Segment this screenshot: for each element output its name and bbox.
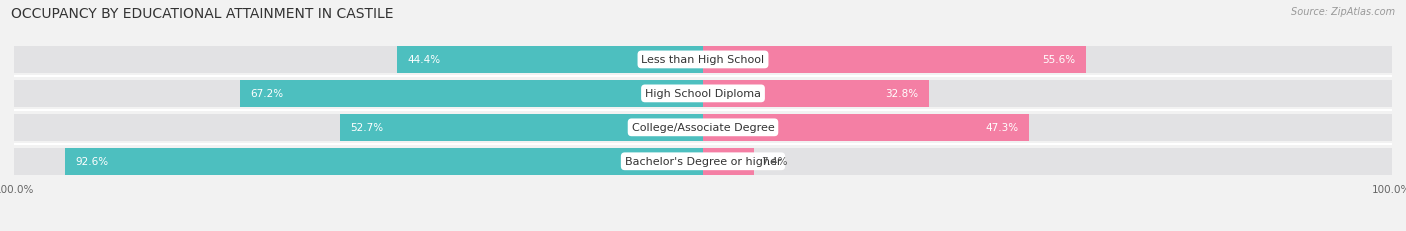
Bar xyxy=(703,115,1392,141)
Text: High School Diploma: High School Diploma xyxy=(645,89,761,99)
Text: 92.6%: 92.6% xyxy=(76,157,108,167)
Bar xyxy=(703,47,1392,73)
Bar xyxy=(14,148,703,175)
Text: 44.4%: 44.4% xyxy=(408,55,440,65)
Text: 47.3%: 47.3% xyxy=(986,123,1018,133)
Text: 7.4%: 7.4% xyxy=(761,157,787,167)
Bar xyxy=(14,115,703,141)
Text: Source: ZipAtlas.com: Source: ZipAtlas.com xyxy=(1291,7,1395,17)
Text: College/Associate Degree: College/Associate Degree xyxy=(631,123,775,133)
Text: Bachelor's Degree or higher: Bachelor's Degree or higher xyxy=(624,157,782,167)
Text: 55.6%: 55.6% xyxy=(1043,55,1076,65)
Text: OCCUPANCY BY EDUCATIONAL ATTAINMENT IN CASTILE: OCCUPANCY BY EDUCATIONAL ATTAINMENT IN C… xyxy=(11,7,394,21)
Bar xyxy=(703,81,929,107)
Bar xyxy=(703,148,754,175)
Bar xyxy=(703,47,1085,73)
Bar xyxy=(14,81,703,107)
Bar xyxy=(340,115,703,141)
Bar xyxy=(65,148,703,175)
Text: Less than High School: Less than High School xyxy=(641,55,765,65)
Text: 52.7%: 52.7% xyxy=(350,123,384,133)
Bar xyxy=(703,81,1392,107)
Bar xyxy=(703,115,1029,141)
Text: 32.8%: 32.8% xyxy=(886,89,918,99)
Bar xyxy=(703,148,1392,175)
Bar xyxy=(396,47,703,73)
Bar xyxy=(14,47,703,73)
Text: 67.2%: 67.2% xyxy=(250,89,284,99)
Bar xyxy=(240,81,703,107)
